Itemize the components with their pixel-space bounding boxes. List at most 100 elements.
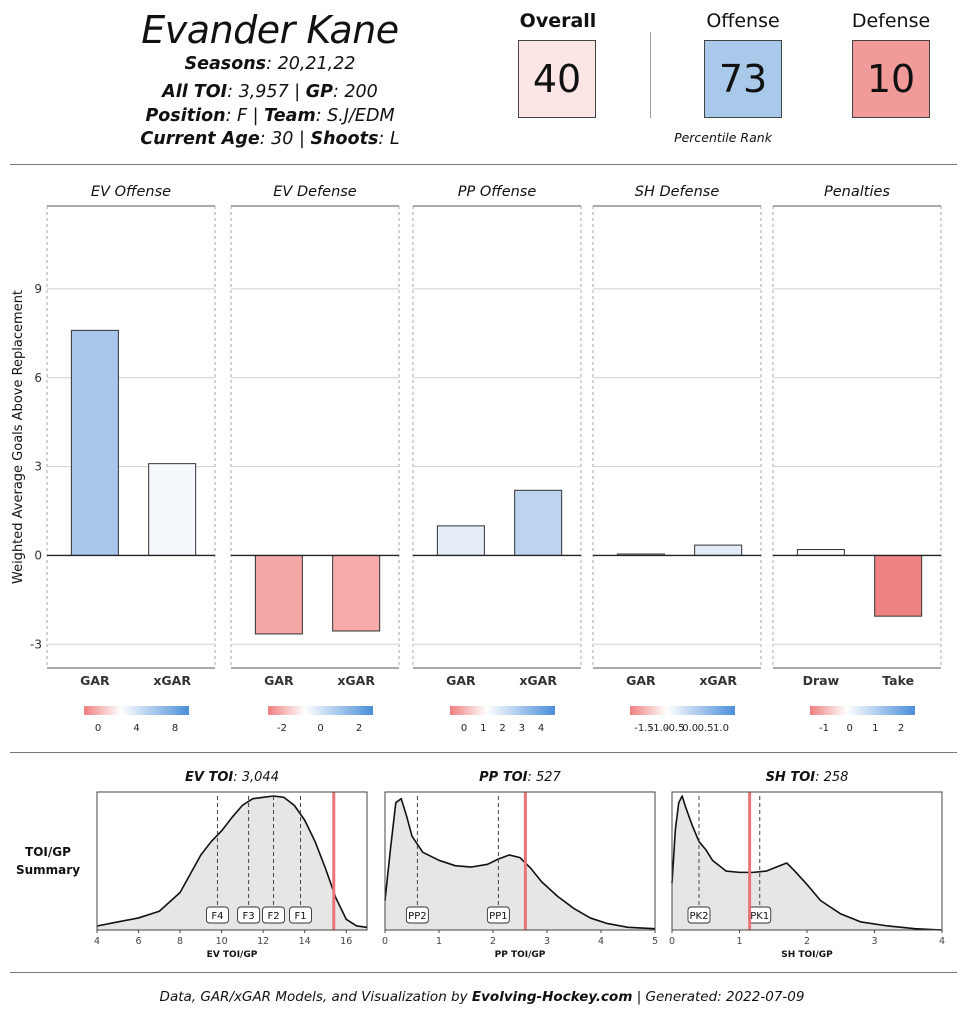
x-tick-label: 8	[177, 936, 183, 947]
panel-title: PP Offense	[458, 184, 537, 200]
toi-panel-sh-toi: SH TOI: 258 PK2 PK1 0 1 2 3 4 SH TOI/GP	[669, 770, 945, 960]
legend-tick-label: 1	[480, 723, 486, 734]
legend-tick-label: 0.5	[698, 723, 714, 734]
x-tick-label: 2	[804, 936, 810, 947]
position-value: : F |	[225, 106, 265, 126]
toi-line: All TOI: 3,957 | GP: 200	[0, 82, 540, 102]
team-label: Team	[264, 106, 316, 126]
y-tick-label: 3	[34, 460, 42, 474]
x-tick-label: 14	[299, 936, 311, 947]
legend-tick-label: 2	[356, 723, 362, 734]
toi-value: : 3,957 |	[227, 82, 306, 102]
x-tick-label: 6	[136, 936, 142, 947]
x-tick-label: GAR	[446, 673, 476, 688]
x-tick-label: GAR	[80, 673, 110, 688]
density-area	[672, 796, 942, 930]
line-marker-box	[405, 906, 429, 924]
legend-tick-label: -0.5	[665, 723, 685, 734]
y-tick-label: 6	[34, 371, 42, 385]
y-axis-label: Weighted Average Goals Above Replacement	[11, 290, 26, 584]
panel-penalties: Penalties Draw Take -1 0 1 2	[772, 184, 942, 734]
bar-xgar	[514, 489, 563, 556]
bar-take	[874, 554, 923, 617]
x-tick-label: 5	[652, 936, 658, 947]
x-axis-label: PP TOI/GP	[495, 950, 546, 960]
toi-panel-ev-toi: EV TOI: 3,044 F4 F3 F2 F1 4 6 8 10 12 14 16 EV TOI/G…	[94, 770, 368, 960]
toi-summary-label-line1: TOI/GP	[25, 845, 71, 859]
percentile-rank-caption: Percentile Rank	[674, 130, 772, 145]
seasons-value: : 20,21,22	[266, 54, 356, 74]
toi-panel-title: EV TOI: 3,044	[185, 770, 279, 785]
x-tick-label: xGAR	[153, 673, 191, 688]
gp-label: GP	[305, 82, 333, 102]
toi-panel-title: SH TOI: 258	[766, 770, 849, 785]
line-marker-label: F3	[243, 911, 255, 922]
bar-xgar	[148, 463, 197, 556]
footer-brand: Evolving-Hockey.com	[471, 989, 633, 1005]
density-area	[385, 798, 655, 930]
toi-panel-title: PP TOI: 527	[479, 770, 561, 785]
x-tick-label: 4	[939, 936, 945, 947]
player-name: Evander Kane	[141, 8, 399, 52]
bar-gar	[254, 554, 303, 635]
legend-tick-label: 2	[499, 723, 505, 734]
legend-colorbar	[84, 706, 189, 715]
x-tick-label: 12	[257, 936, 269, 947]
line-marker-box	[262, 906, 285, 924]
overall-score-box: 40	[518, 40, 596, 118]
line-marker-label: PP2	[408, 911, 426, 922]
panel-title: SH Defense	[635, 184, 720, 200]
legend-colorbar	[450, 706, 555, 715]
toi-label: All TOI	[162, 82, 228, 102]
panel-title: Penalties	[824, 184, 890, 200]
line-marker-label: PK1	[750, 911, 769, 922]
density-curve	[384, 797, 656, 930]
x-tick-label: Draw	[803, 673, 840, 688]
legend-tick-label: 0	[95, 723, 101, 734]
position-label: Position	[145, 106, 226, 126]
legend-tick-label: -2	[277, 723, 287, 734]
legend-tick-label: -1	[819, 723, 829, 734]
panel-ev-defense: EV Defense GAR xGAR -2 0 2	[230, 184, 400, 734]
line-marker-box	[206, 906, 229, 924]
bar-draw	[796, 549, 845, 556]
legend-tick-label: 0.0	[682, 723, 698, 734]
legend-tick-label: 3	[519, 723, 525, 734]
x-tick-label: Take	[882, 673, 914, 688]
legend-tick-label: 4	[133, 723, 139, 734]
density-area	[97, 796, 367, 930]
x-tick-label: 10	[216, 936, 228, 947]
line-marker-box	[237, 906, 261, 924]
footer-credit: Data, GAR/xGAR Models, and Visualization…	[0, 989, 964, 1005]
gar-bar-chart: Weighted Average Goals Above Replacement…	[11, 184, 942, 734]
panel-ev-offense: EV Offense GAR xGAR 0 4 8	[46, 184, 216, 734]
position-line: Position: F | Team: S.J/EDM	[0, 106, 540, 126]
x-tick-label: xGAR	[519, 673, 557, 688]
line-marker-box	[687, 906, 711, 924]
overall-score: 40	[532, 57, 582, 101]
line-marker-box	[486, 906, 510, 924]
shoots-value: : L	[378, 129, 400, 149]
line-marker-label: PK2	[690, 911, 709, 922]
x-tick-label: 0	[669, 936, 675, 947]
panel-pp-offense: PP Offense GAR xGAR 0 1 2 3 4	[412, 184, 582, 734]
y-tick-label: 9	[34, 282, 42, 296]
line-marker-box	[289, 906, 312, 924]
legend-colorbar	[810, 706, 915, 715]
x-tick-label: 3	[871, 936, 877, 947]
x-tick-label: 3	[544, 936, 550, 947]
legend-tick-label: 1	[872, 723, 878, 734]
x-tick-label: 2	[490, 936, 496, 947]
legend-tick-label: -1.5	[634, 723, 654, 734]
density-curve	[671, 795, 943, 931]
shoots-label: Shoots	[310, 129, 379, 149]
toi-panel-pp-toi: PP TOI: 527 PP2 PP1 0 1 2 3 4 5 PP TOI/GP	[382, 770, 658, 960]
x-axis-label: SH TOI/GP	[781, 950, 833, 960]
defense-score: 10	[866, 57, 916, 101]
bottom-divider	[10, 972, 957, 973]
x-tick-label: 0	[382, 936, 388, 947]
y-tick-label: 0	[34, 548, 42, 562]
offense-score-box: 73	[704, 40, 782, 118]
age-label: Current Age	[140, 129, 260, 149]
gp-value: : 200	[332, 82, 378, 102]
